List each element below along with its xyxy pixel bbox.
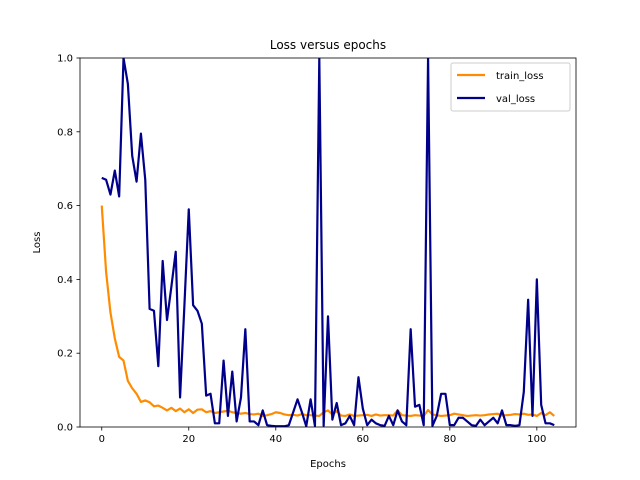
series-line-train-loss	[100, 205, 555, 418]
x-axis-label: Epochs	[310, 459, 346, 470]
plot-area	[79, 57, 577, 428]
y-tick-label: 0.0	[57, 423, 73, 434]
chart-title: Loss versus epochs	[270, 38, 386, 52]
x-tick-label: 100	[527, 434, 546, 445]
x-axis: 0 20 40 60 80 100	[99, 427, 546, 445]
x-tick-label: 60	[356, 434, 369, 445]
series-line-val-loss	[101, 58, 555, 427]
x-tick-label: 20	[182, 434, 195, 445]
y-axis: 0.0 0.2 0.4 0.6 0.8 1.0	[57, 54, 80, 434]
legend: train_loss val_loss	[450, 62, 571, 112]
x-tick-label: 0	[99, 434, 105, 445]
plot-frame	[79, 57, 577, 428]
y-tick-label: 0.4	[57, 275, 73, 286]
legend-label-train-loss: train_loss	[496, 71, 544, 82]
y-tick-label: 0.6	[57, 201, 73, 212]
x-tick-label: 40	[269, 434, 282, 445]
legend-label-val-loss: val_loss	[496, 94, 535, 105]
x-tick-label: 80	[443, 434, 456, 445]
series-layer	[100, 58, 555, 427]
y-tick-label: 0.8	[57, 127, 73, 138]
y-axis-label: Loss	[32, 232, 43, 254]
y-tick-label: 1.0	[57, 54, 73, 65]
y-tick-label: 0.2	[57, 349, 73, 360]
